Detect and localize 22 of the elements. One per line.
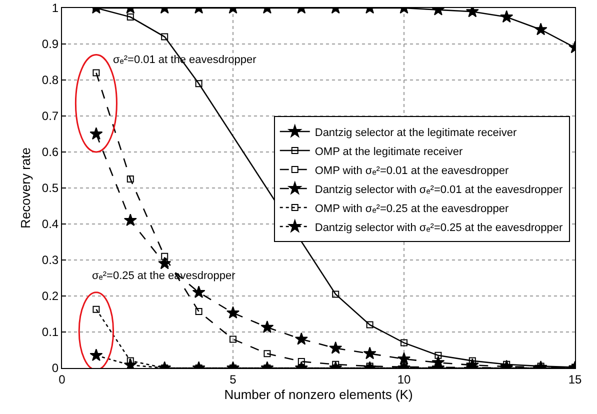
y-tick-label: 0.4	[42, 217, 59, 232]
y-tick-label: 0.8	[42, 73, 59, 88]
y-tick-label: 0.2	[42, 289, 59, 304]
y-tick-label: 1	[52, 1, 59, 16]
x-tick-label: 5	[230, 372, 237, 386]
legend-label: OMP at the legitimate receiver	[314, 146, 463, 158]
y-tick-label: 0.6	[42, 145, 59, 160]
legend-label: Dantzig selector at the legitimate receiver	[314, 126, 517, 139]
x-tick-label: 10	[397, 372, 411, 386]
y-tick-label: 0.7	[42, 109, 59, 124]
y-tick-label: 0.1	[42, 325, 59, 340]
y-tick-label: 0	[52, 361, 59, 376]
x-axis-title: Number of nonzero elements (K)	[224, 387, 413, 402]
legend-label: Dantzig selector with σₑ²=0.25 at the eavesdropper	[314, 222, 564, 234]
legend-label: OMP with σₑ²=0.01 at the eavesdropper	[314, 164, 510, 177]
y-axis-title: Recovery rate	[18, 148, 33, 228]
legend-label: Dantzig selector with σₑ²=0.01 at the eavesdropper	[314, 184, 564, 196]
y-tick-label: 0.9	[42, 37, 59, 52]
y-tick-label: 0.5	[42, 181, 59, 196]
x-tick-label: 15	[568, 372, 582, 386]
legend-label: OMP with σₑ²=0.25 at the eavesdropper	[314, 202, 510, 215]
y-tick-label: 0.3	[42, 253, 59, 268]
